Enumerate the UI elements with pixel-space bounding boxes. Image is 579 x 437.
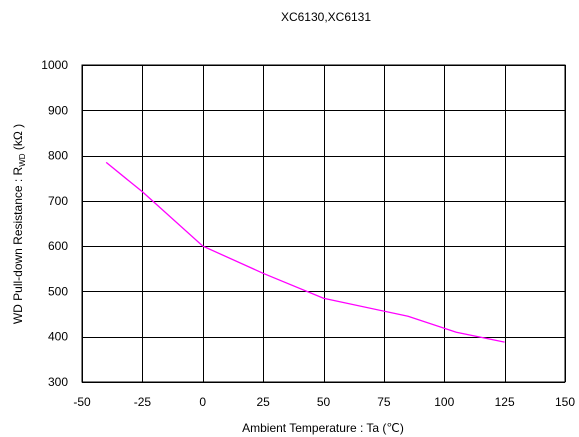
x-tick-label: 0: [199, 395, 206, 409]
x-tick-label: 25: [256, 395, 270, 409]
y-tick-label: 800: [48, 149, 68, 163]
x-tick-label: 100: [434, 395, 454, 409]
x-tick-labels: -50 -25 0 25 50 75 100 125 150: [73, 395, 575, 409]
chart-title: XC6130,XC6131: [281, 10, 371, 24]
plot-frame: [81, 64, 566, 383]
y-tick-label: 700: [48, 194, 68, 208]
y-tick-label: 300: [48, 375, 68, 389]
y-tick-label: 1000: [41, 58, 68, 72]
x-tick-label: 150: [555, 395, 575, 409]
y-tick-label: 600: [48, 239, 68, 253]
y-tick-label: 400: [48, 330, 68, 344]
x-tick-label: 75: [377, 395, 391, 409]
y-tick-label: 900: [48, 103, 68, 117]
x-tick-label: -25: [134, 395, 152, 409]
x-tick-label: 50: [317, 395, 331, 409]
x-tick-label: 125: [495, 395, 515, 409]
y-tick-labels: 300 400 500 600 700 800 900 1000: [41, 58, 68, 389]
y-axis-label: WD Pull-down Resistance : RWD (kΩ ): [11, 124, 27, 324]
x-tick-label: -50: [73, 395, 91, 409]
y-axis-label-sub: WD: [18, 153, 27, 167]
y-axis-label-unit: (kΩ ): [11, 124, 25, 154]
x-axis-label: Ambient Temperature : Ta (℃): [242, 421, 404, 435]
y-axis-label-main: WD Pull-down Resistance : R: [11, 166, 25, 324]
y-tick-label: 500: [48, 284, 68, 298]
series-layer: [105, 161, 505, 343]
series-line: [105, 161, 505, 343]
grid: [82, 65, 566, 383]
